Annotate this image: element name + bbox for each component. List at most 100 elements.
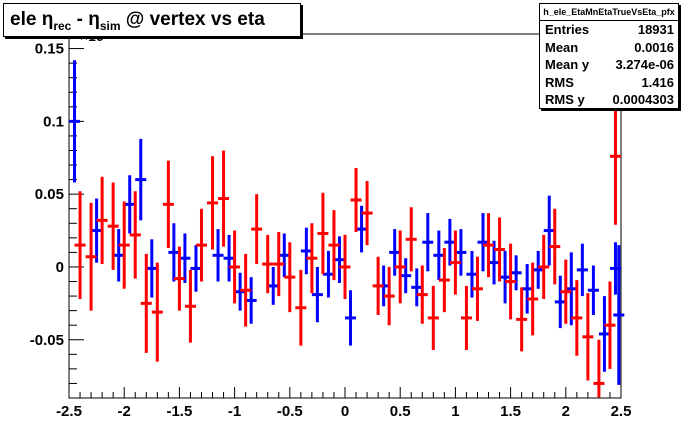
x-axis: -2.5 -2 -1.5 -1 -0.5 0 0.5 1 1.5 2 2.5	[56, 387, 631, 420]
data-point	[212, 229, 224, 282]
data-point	[195, 208, 207, 282]
y-tick-label: -0.05	[30, 332, 64, 349]
data-point	[107, 182, 119, 270]
data-point	[207, 156, 219, 250]
data-point	[438, 248, 450, 313]
data-point	[179, 233, 191, 283]
data-point	[449, 230, 461, 295]
data-point	[295, 269, 307, 346]
data-point	[543, 195, 555, 266]
data-point	[416, 265, 428, 324]
data-point	[124, 175, 136, 234]
data-point	[460, 285, 472, 350]
data-point	[383, 266, 395, 326]
data-point	[433, 230, 445, 281]
x-tick-label: -1.5	[166, 403, 192, 420]
x-tick-label: -2	[118, 403, 131, 420]
data-point	[69, 60, 81, 183]
series-red	[74, 87, 621, 397]
data-point	[356, 205, 368, 253]
data-point	[223, 234, 235, 282]
x-tick-label: 0.5	[390, 403, 411, 420]
x-tick-label: 0	[341, 403, 349, 420]
data-point	[576, 243, 588, 297]
title-prefix: ele	[10, 9, 42, 30]
data-point	[146, 239, 158, 298]
y-axis: -0.05 0 0.05 0.1 0.15	[30, 33, 84, 399]
data-point	[273, 232, 285, 297]
x-tick-label: -1	[228, 403, 241, 420]
data-point	[240, 253, 252, 327]
data-point	[140, 253, 152, 353]
data-point	[538, 234, 550, 299]
data-point	[74, 191, 86, 299]
data-point	[477, 213, 489, 272]
stats-label: RMS	[545, 74, 574, 90]
series-blue	[69, 60, 625, 385]
stats-row-rms-y: RMS y 0.0004303	[540, 91, 678, 109]
data-point	[471, 256, 483, 321]
data-point	[427, 285, 439, 350]
title-eta-rec: η	[41, 9, 54, 30]
data-point	[168, 223, 180, 282]
data-point	[505, 243, 517, 320]
data-point	[405, 207, 417, 272]
data-point	[262, 234, 274, 294]
data-point	[162, 160, 174, 249]
data-point	[488, 240, 500, 285]
y-tick-label: 0.15	[35, 41, 64, 58]
data-point	[560, 259, 572, 324]
y-tick-label: 0	[56, 259, 64, 276]
data-point	[173, 246, 185, 311]
data-point	[284, 242, 296, 313]
data-point	[311, 266, 323, 323]
data-point	[499, 250, 511, 304]
stats-value: 0.0016	[634, 39, 674, 55]
data-point	[278, 233, 290, 278]
data-point	[582, 293, 594, 381]
data-point	[571, 280, 583, 356]
x-tick-label: -2.5	[56, 403, 82, 420]
x-tick-label: 1.5	[500, 403, 521, 420]
title-suffix: @ vertex vs eta	[120, 9, 265, 30]
data-point	[389, 229, 401, 276]
data-point	[422, 213, 434, 272]
stats-box: h_ele_EtaMnEtaTrueVsEta_pfx Entries 1893…	[539, 3, 679, 109]
data-point	[118, 201, 130, 289]
data-point	[135, 138, 147, 221]
stats-value: 0.0004303	[612, 92, 674, 107]
data-point	[483, 213, 495, 278]
data-point	[322, 250, 334, 298]
y-tick-label: 0.05	[35, 186, 64, 203]
data-points	[69, 60, 625, 397]
data-point	[609, 87, 621, 225]
data-point	[613, 245, 625, 385]
data-point	[251, 194, 263, 265]
x-tick-label: 2.5	[611, 403, 632, 420]
data-point	[184, 269, 196, 343]
stats-label: Mean	[545, 39, 579, 55]
stats-label: RMS y	[545, 92, 585, 107]
data-point	[350, 167, 362, 233]
data-point	[300, 227, 312, 275]
data-point	[527, 262, 539, 336]
data-point	[565, 252, 577, 326]
data-point	[411, 268, 423, 307]
stats-label: Mean y	[545, 57, 590, 72]
stats-histogram-name: h_ele_EtaMnEtaTrueVsEta_pfx	[540, 4, 678, 21]
data-point	[129, 191, 141, 279]
title-sub-rec: rec	[53, 18, 72, 33]
data-point	[339, 234, 351, 299]
data-point	[604, 281, 616, 369]
data-point	[532, 250, 544, 289]
data-point	[245, 277, 257, 324]
x-tick-label: 2	[562, 403, 570, 420]
data-point	[400, 258, 412, 294]
data-point	[113, 229, 125, 282]
stats-label: Entries	[545, 22, 590, 37]
data-point	[516, 287, 528, 352]
data-point	[361, 181, 373, 246]
data-point	[96, 176, 108, 265]
data-point	[333, 236, 345, 283]
